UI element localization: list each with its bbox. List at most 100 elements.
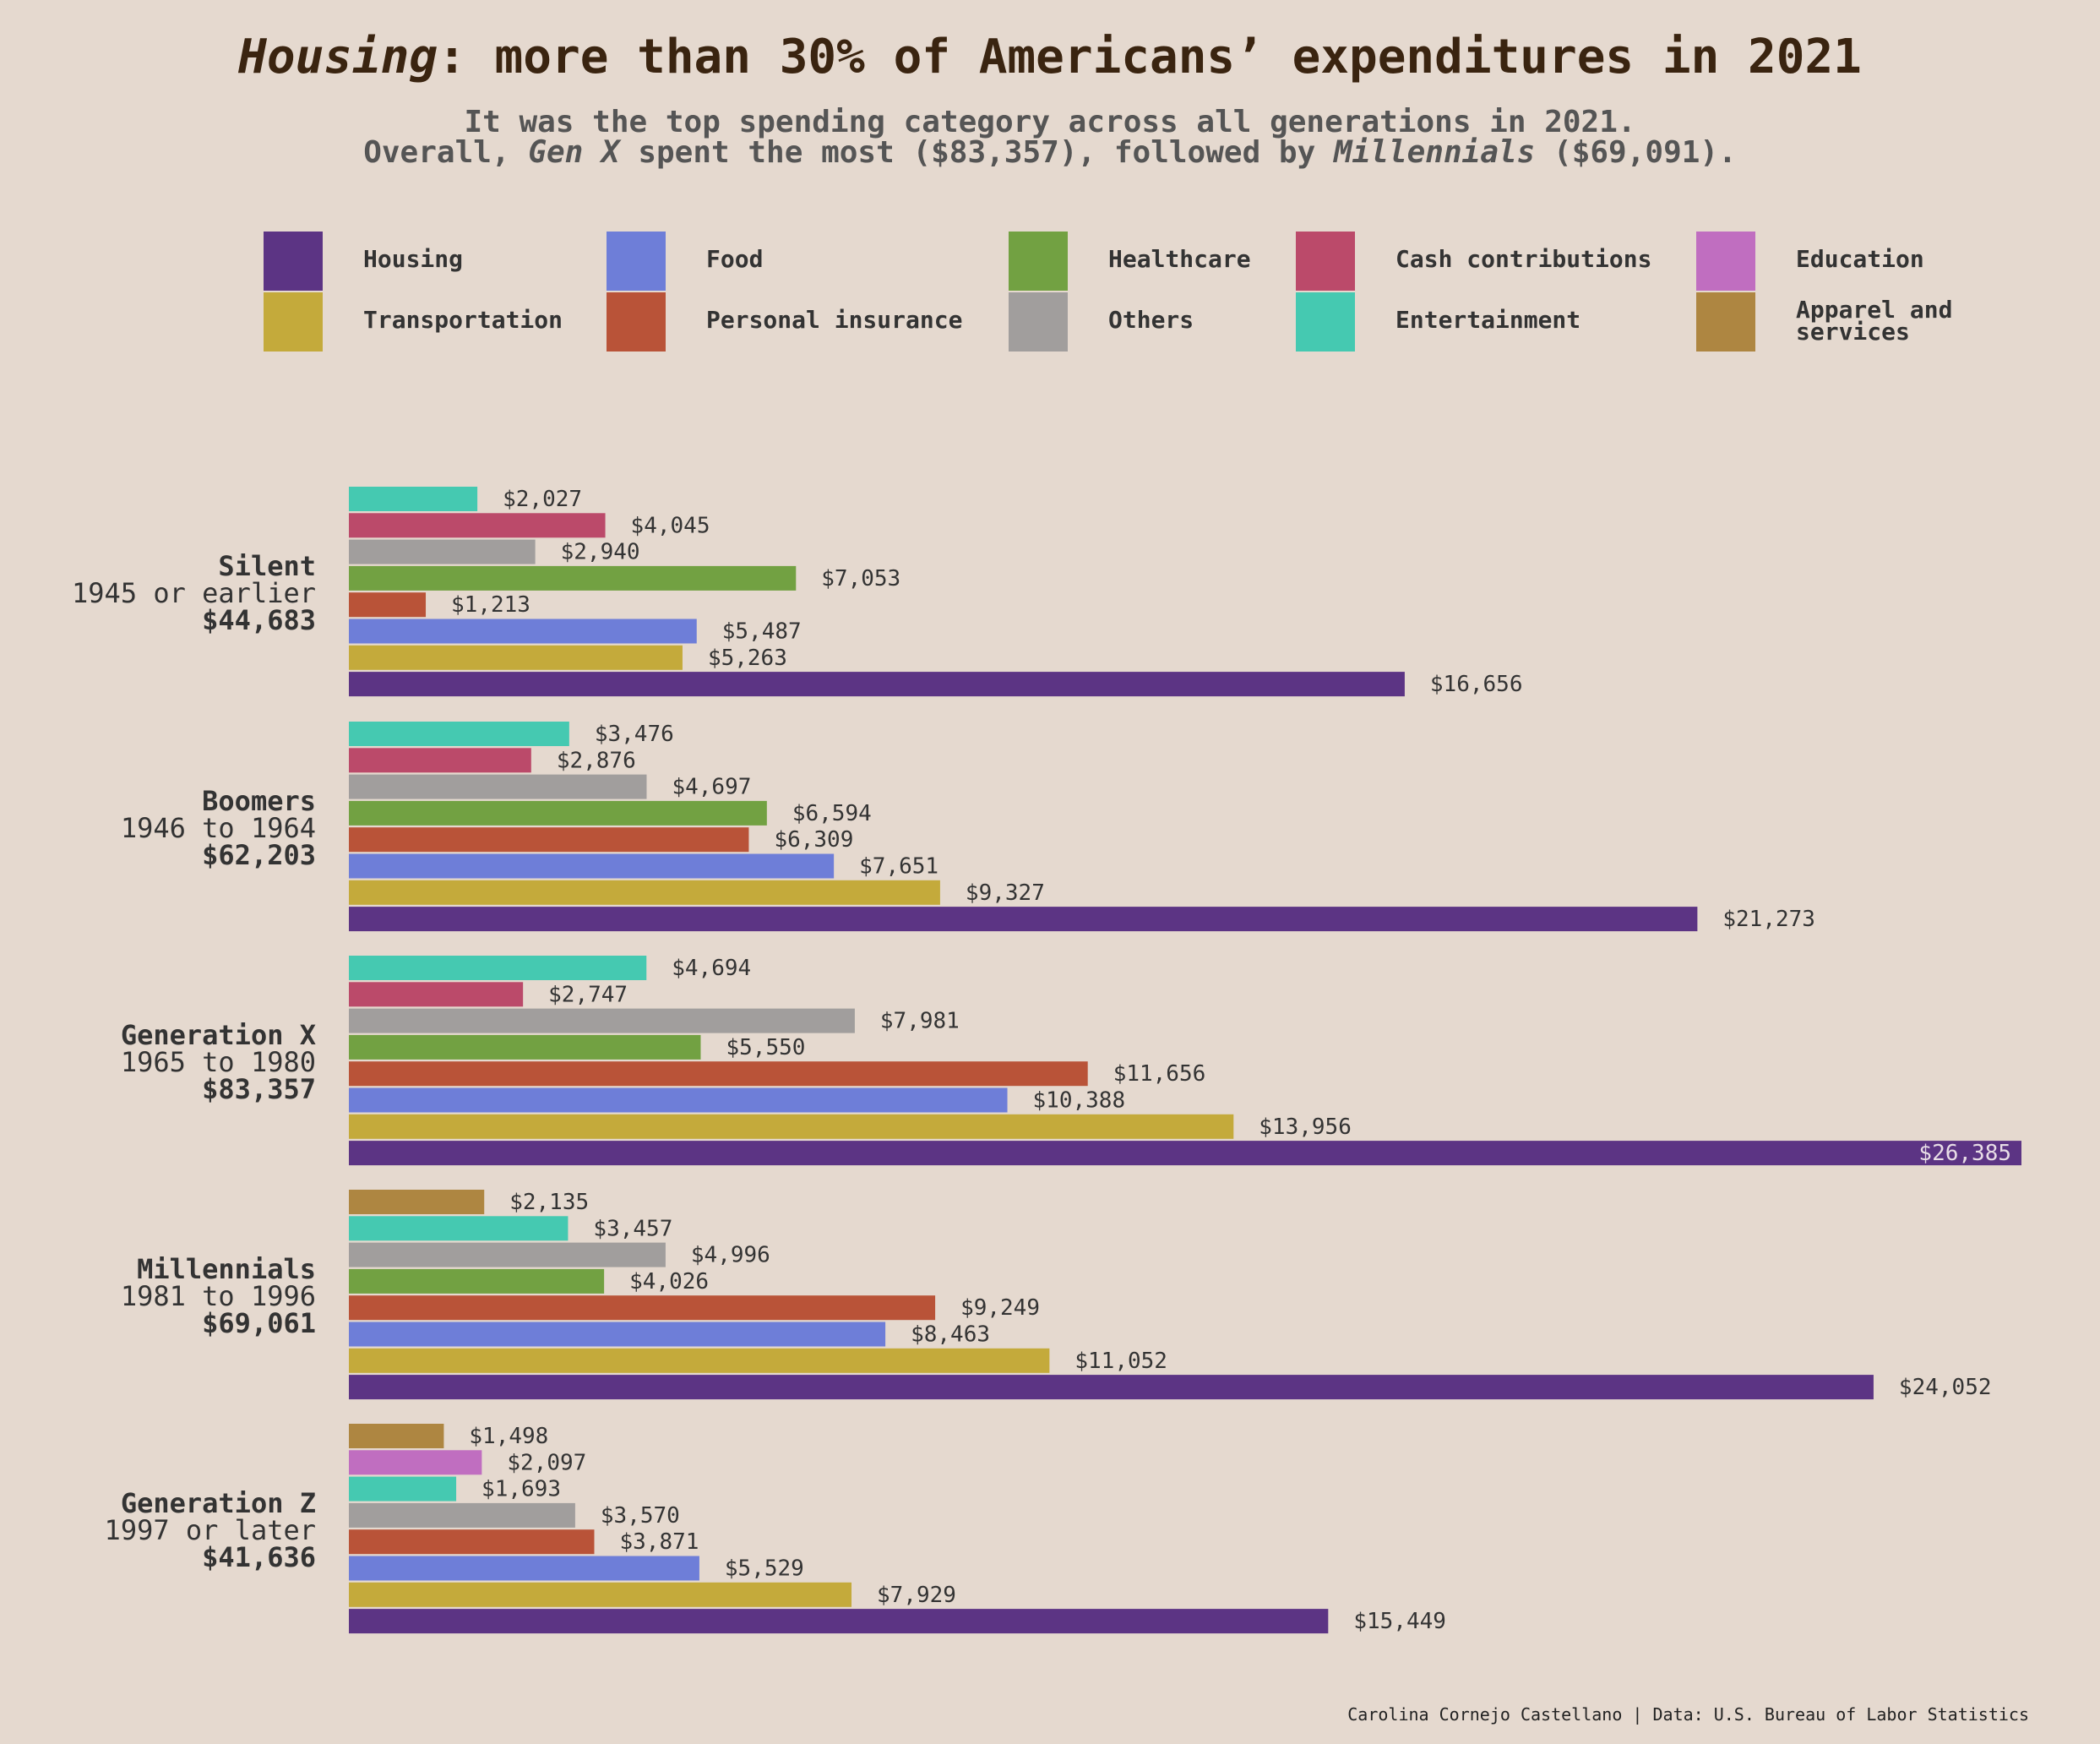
bar-value-label: $2,747: [548, 982, 628, 1007]
bar-value-label: $2,876: [557, 748, 636, 773]
bar-insurance: [349, 1529, 595, 1555]
bar-value-label: $11,052: [1074, 1349, 1167, 1374]
legend-label-insurance: Personal insurance: [706, 306, 962, 334]
bar-value-label: $6,594: [792, 801, 872, 826]
bar-group-1: $3,476$2,876 $4,697 $6,594$6,309$7,651 $9,3…: [121, 722, 1815, 932]
bar-entertainment: [349, 722, 569, 746]
bar-entertainment: [349, 1216, 569, 1241]
bar-value-label: $8,463: [911, 1322, 990, 1348]
bar-value-label: $1,498: [469, 1424, 548, 1449]
chart-subtitle-line2: Overall, Gen X spent the most ($83,357),…: [363, 135, 1737, 170]
bar-value-label: $4,697: [672, 775, 751, 800]
legend-swatch-housing: [264, 232, 323, 291]
bar-apparel: [349, 1190, 485, 1214]
bar-housing: [349, 1375, 1874, 1400]
bar-insurance: [349, 1061, 1088, 1087]
title-lead: Housing: [237, 30, 438, 84]
legend-label-education: Education: [1796, 245, 1924, 273]
group-years: 1997 or later: [105, 1514, 316, 1546]
bar-entertainment: [349, 1476, 457, 1501]
bar-value-label: $9,249: [960, 1295, 1040, 1321]
bar-value-label: $7,929: [877, 1583, 956, 1608]
bar-value-label: $5,529: [725, 1556, 804, 1582]
bar-value-label: $4,996: [691, 1243, 770, 1268]
bar-entertainment: [349, 487, 478, 511]
group-total: $41,636: [202, 1541, 316, 1573]
bar-food: [349, 1322, 886, 1347]
title-rest: : more than 30% of Americans’ expenditur…: [438, 30, 1862, 84]
bar-value-label: $9,327: [966, 880, 1045, 906]
bar-value-label: $15,449: [1353, 1609, 1446, 1634]
bar-value-label: $4,694: [672, 956, 751, 981]
bar-housing: [349, 1141, 2021, 1166]
legend-label-transportation: Transportation: [363, 306, 563, 334]
bar-insurance: [349, 1295, 936, 1321]
bar-value-label: $2,135: [509, 1190, 589, 1215]
bar-insurance: [349, 827, 749, 853]
group-total: $69,061: [202, 1307, 316, 1339]
bar-group-4: $1,498$2,097$1,693 $3,570$3,871 $5,529 $7,9…: [105, 1424, 1446, 1634]
legend-label-healthcare: Healthcare: [1108, 245, 1251, 273]
bar-healthcare: [349, 565, 797, 591]
subtitle-millennials: Millennials: [1333, 135, 1535, 170]
bar-value-label: $7,981: [880, 1009, 960, 1034]
bar-value-label: $6,309: [774, 827, 853, 853]
bar-healthcare: [349, 1034, 701, 1060]
bar-food: [349, 1556, 699, 1581]
group-name: Millennials: [137, 1253, 316, 1285]
bar-food: [349, 1087, 1008, 1113]
chart-footer: Carolina Cornejo Castellano | Data: U.S.…: [1347, 1704, 2029, 1725]
bar-value-label: $5,550: [726, 1035, 805, 1060]
legend-label-entertainment: Entertainment: [1395, 306, 1580, 334]
legend-label-line: services: [1796, 318, 1910, 346]
bar-value-label: $3,457: [593, 1216, 672, 1241]
bar-apparel: [349, 1424, 444, 1448]
group-name: Generation X: [121, 1019, 316, 1051]
subtitle-part: ($69,091).: [1535, 135, 1736, 170]
bar-group-3: $2,135$3,457 $4,996$4,026 $9,249$8,463 $11,…: [121, 1190, 1992, 1400]
bar-food: [349, 619, 697, 644]
bar-value-label: $2,097: [507, 1450, 586, 1475]
legend-label-food: Food: [706, 245, 763, 273]
bar-value-label: $3,871: [619, 1529, 699, 1555]
group-years: 1981 to 1996: [121, 1280, 316, 1312]
bar-others: [349, 1008, 855, 1033]
bar-value-label: $7,651: [859, 854, 938, 880]
bar-food: [349, 853, 835, 879]
bar-value-label: $5,263: [708, 646, 787, 671]
legend-label-others: Others: [1108, 306, 1194, 334]
chart-title: Housing: more than 30% of Americans’ exp…: [237, 30, 1862, 84]
bar-others: [349, 539, 536, 564]
legend-label-apparel: Apparel and services: [1796, 296, 1952, 346]
legend-swatch-entertainment: [1296, 292, 1355, 352]
group-years: 1946 to 1964: [121, 812, 316, 844]
bar-healthcare: [349, 800, 767, 826]
bar-value-label: $3,570: [601, 1503, 680, 1529]
legend-swatch-apparel: [1696, 292, 1755, 352]
legend-label-cash: Cash contributions: [1395, 245, 1651, 273]
group-name: Silent: [218, 550, 316, 582]
group-years: 1945 or earlier: [72, 577, 316, 609]
bar-value-label: $26,385: [1918, 1141, 2011, 1166]
bar-housing: [349, 672, 1405, 697]
chart-subtitle-line1: It was the top spending category across …: [464, 105, 1635, 139]
bar-value-label: $1,213: [451, 592, 530, 618]
bar-housing: [349, 907, 1698, 932]
legend-label-housing: Housing: [363, 245, 463, 273]
plot-area: $2,027 $4,045$2,940 $7,053 $1,213 $5,487$5,2…: [72, 487, 2021, 1634]
group-total: $62,203: [202, 839, 316, 871]
bar-value-label: $4,045: [631, 513, 710, 538]
subtitle-part: Overall,: [363, 135, 528, 170]
bar-others: [349, 1242, 666, 1267]
bar-value-label: $3,476: [595, 722, 674, 747]
bar-transportation: [349, 1348, 1050, 1373]
bar-value-label: $7,053: [821, 566, 900, 591]
group-name: Boomers: [202, 785, 316, 817]
bar-housing: [349, 1609, 1329, 1634]
bar-value-label: $1,693: [481, 1477, 561, 1502]
legend-swatch-transportation: [264, 292, 323, 352]
bar-transportation: [349, 645, 683, 670]
legend-label-line: Apparel and: [1796, 296, 1952, 324]
